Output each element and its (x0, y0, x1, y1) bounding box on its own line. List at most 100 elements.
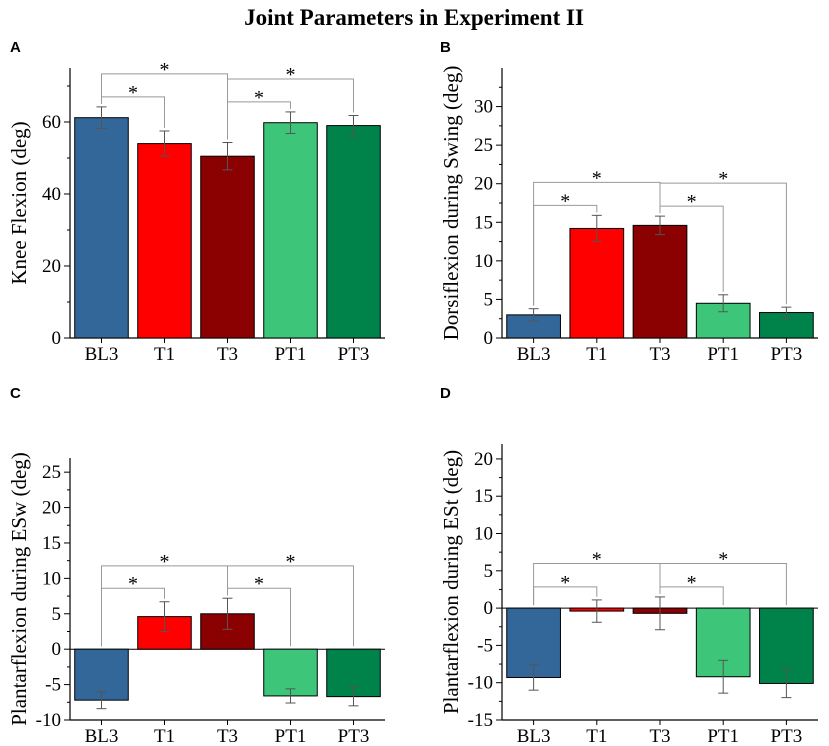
bar-pt1 (263, 122, 318, 339)
error-bar (159, 601, 170, 632)
y-tick-label: 5 (484, 289, 494, 310)
significance-star: * (160, 551, 170, 573)
significance-star: * (592, 167, 602, 189)
significance-star: * (560, 190, 570, 212)
panel-C: C -10 -5 0 5 10 15 20 25 Plantarflexion during ES… (7, 385, 385, 746)
y-tick-label: 15 (474, 486, 493, 507)
bar-bl3 (74, 117, 129, 339)
figure-title: Joint Parameters in Experiment II (244, 5, 584, 30)
y-tick-label: 20 (42, 256, 61, 277)
y-tick-label: 10 (474, 524, 493, 545)
error-bar (222, 597, 233, 630)
x-tick-label: BL3 (517, 344, 551, 365)
y-tick-label: 25 (42, 462, 61, 483)
y-tick-label: 20 (474, 449, 493, 470)
chart-panels: A 0 20 40 60 Knee Flexion (deg) BL3 T1 T3 PT1 PT3 *… (7, 39, 818, 746)
x-tick-label: PT3 (771, 344, 803, 365)
x-tick-label: T3 (217, 344, 238, 365)
error-bar (96, 106, 107, 129)
y-tick-label: 60 (42, 112, 61, 133)
y-axis-label: Dorsiflexion during Swing (deg) (439, 66, 463, 341)
y-tick-label: -10 (468, 673, 493, 694)
significance-bracket: * (659, 168, 787, 305)
error-bar (718, 659, 729, 694)
panel-label: D (440, 385, 451, 402)
panel-label: C (10, 385, 21, 402)
error-bar (348, 115, 359, 137)
x-tick-label: PT1 (707, 344, 739, 365)
significance-star: * (718, 168, 728, 190)
bar-t1 (569, 227, 625, 339)
significance-bracket: * (659, 572, 724, 606)
y-tick-label: 20 (42, 498, 61, 519)
x-tick-label: PT3 (338, 726, 370, 746)
x-tick-label: PT3 (771, 726, 803, 746)
y-axis-label: Plantarflexion during ESw (deg) (7, 452, 31, 726)
error-bar (528, 664, 539, 691)
y-tick-label: 15 (42, 533, 61, 554)
x-tick-label: T1 (154, 726, 175, 746)
x-tick-label: T1 (154, 344, 175, 365)
y-tick-label: -15 (468, 710, 493, 731)
x-tick-label: T3 (217, 726, 238, 746)
x-tick-label: T1 (586, 726, 607, 746)
y-tick-label: -5 (45, 675, 61, 696)
y-tick-label: -10 (36, 710, 61, 731)
x-tick-label: T3 (649, 344, 670, 365)
x-tick-label: BL3 (85, 726, 119, 746)
significance-star: * (718, 548, 728, 570)
panel-A: A 0 20 40 60 Knee Flexion (deg) BL3 T1 T3 PT1 PT3 *… (7, 39, 385, 365)
significance-bracket: * (533, 572, 598, 606)
error-bar (718, 294, 729, 313)
error-bar (285, 688, 296, 704)
y-tick-label: 30 (474, 97, 493, 118)
x-tick-label: T3 (649, 726, 670, 746)
significance-bracket: * (227, 64, 354, 140)
bar-pt3 (326, 648, 381, 698)
significance-star: * (160, 59, 170, 81)
significance-star: * (560, 572, 570, 594)
bar-t1 (137, 143, 192, 339)
y-tick-label: 25 (474, 135, 493, 156)
error-bar (348, 686, 359, 707)
error-bar (781, 306, 792, 319)
panel-B: B 0 5 10 15 20 25 30 Dorsiflexion during Swing (… (439, 39, 818, 365)
y-tick-label: -5 (477, 635, 493, 656)
y-tick-label: 20 (474, 174, 493, 195)
bar-pt3 (326, 125, 381, 339)
bar-t3 (200, 155, 255, 339)
y-tick-label: 10 (42, 568, 61, 589)
significance-star: * (687, 191, 697, 213)
x-tick-label: PT1 (275, 344, 307, 365)
error-bar (285, 111, 296, 135)
y-tick-label: 0 (52, 328, 62, 349)
x-tick-label: BL3 (517, 726, 551, 746)
bar-pt1 (263, 648, 318, 697)
x-tick-label: PT3 (338, 344, 370, 365)
x-tick-label: PT1 (275, 726, 307, 746)
y-axis-label: Knee Flexion (deg) (7, 121, 31, 284)
y-axis-label: Plantarflexion during ESt (deg) (439, 450, 463, 714)
error-bar (781, 668, 792, 699)
y-tick-label: 5 (52, 604, 62, 625)
error-bar (96, 691, 107, 710)
y-tick-label: 0 (484, 598, 494, 619)
x-tick-label: T1 (586, 344, 607, 365)
y-tick-label: 0 (484, 328, 494, 349)
bar-pt3 (759, 312, 814, 339)
panel-D: D -15 -10 -5 0 5 10 15 20 Plantarflexion during E… (439, 385, 818, 746)
significance-star: * (286, 64, 296, 86)
significance-bracket: * (659, 548, 787, 606)
panel-label: A (10, 39, 21, 56)
y-tick-label: 40 (42, 184, 61, 205)
error-bar (222, 142, 233, 171)
error-bar (655, 215, 665, 236)
x-tick-label: BL3 (85, 344, 119, 365)
error-bar (528, 308, 539, 322)
error-bar (591, 214, 602, 243)
error-bar (655, 596, 665, 631)
significance-star: * (128, 82, 138, 104)
significance-star: * (687, 572, 697, 594)
significance-star: * (254, 573, 264, 595)
